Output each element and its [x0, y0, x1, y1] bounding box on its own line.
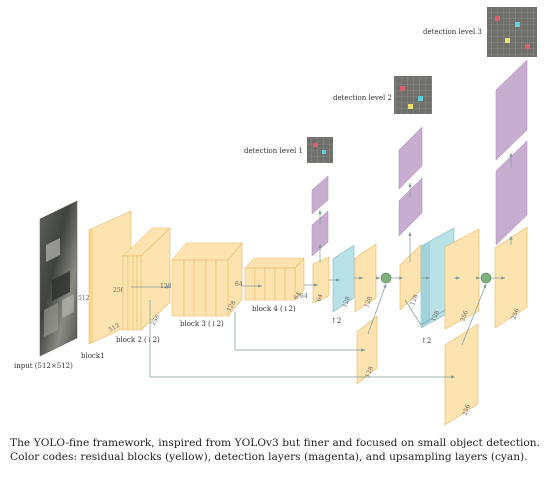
detection-layer-3-a: [495, 59, 528, 161]
input-side-dim: 512: [78, 295, 90, 302]
block1-bottom-dim: 512: [108, 322, 122, 334]
block2-res-dim: 128: [160, 283, 172, 290]
input-label: input (512×512): [14, 362, 73, 370]
residual-block-2: [122, 227, 171, 331]
concat-node-1: [380, 272, 392, 284]
detection-3-thumbnail: [487, 7, 537, 57]
residual-block-1: [88, 210, 132, 345]
figure-caption: The YOLO-fine framework, inspired from Y…: [10, 437, 540, 463]
detection-level-2-label: detection level 2: [333, 94, 392, 102]
conv-layer-c3: [354, 243, 377, 313]
skip2-dim: 256: [461, 403, 472, 416]
residual-block-3: [171, 242, 243, 317]
skip1-dim: 128: [364, 365, 375, 378]
concat-node-2: [480, 272, 492, 284]
detection-layer-1-b: [311, 210, 329, 257]
block2-bottom-dim: 256: [150, 313, 162, 327]
detection-2-thumbnail: [394, 76, 432, 114]
upsampling-layer-1: [332, 244, 355, 313]
input-image: [39, 200, 78, 357]
skip-layer-1: [356, 315, 378, 385]
c6-dim: 256: [459, 309, 470, 322]
block4-res-dim: 64: [300, 293, 308, 300]
detection-layer-2-a: [398, 126, 423, 190]
conv-layer-c6: [444, 228, 480, 330]
block1-label: block1: [81, 352, 105, 360]
detection-level-1-label: detection level 1: [244, 147, 303, 155]
yolo-fine-architecture-diagram: input (512×512) 512 256 512 block1 128 2…: [14, 7, 537, 426]
block3-bottom-dim: 128: [226, 299, 238, 313]
detection-level-3-label: detection level 3: [423, 28, 482, 36]
block4-bottom-dim: 64: [293, 291, 303, 301]
c3-dim: 128: [363, 295, 374, 308]
c4-dim: 128: [409, 293, 420, 306]
detection-layer-1-a: [311, 175, 329, 215]
block3-label: block 3 (↓2): [180, 320, 224, 328]
upsample2-label: ↑2: [421, 337, 431, 345]
c1-dim: 64: [315, 293, 324, 303]
detection-layer-3-b: [495, 140, 528, 246]
upsample1-label: ↑2: [331, 317, 341, 325]
block1-front-dim: 256: [113, 287, 125, 294]
conv-layer-c8: [494, 226, 528, 329]
c8-dim: 256: [510, 307, 521, 320]
block3-res-dim: 64: [235, 281, 243, 288]
block4-label: block 4 (↓2): [252, 305, 296, 313]
skip-layer-2: [444, 323, 479, 426]
block2-label: block 2 (↓2): [116, 336, 160, 344]
detection-1-thumbnail: [307, 137, 333, 163]
connections: [131, 153, 513, 379]
residual-block-4: [244, 257, 305, 301]
detection-layer-2-b: [398, 177, 423, 237]
conv-layer-c1: [312, 256, 330, 304]
c2-dim: 128: [341, 295, 352, 308]
